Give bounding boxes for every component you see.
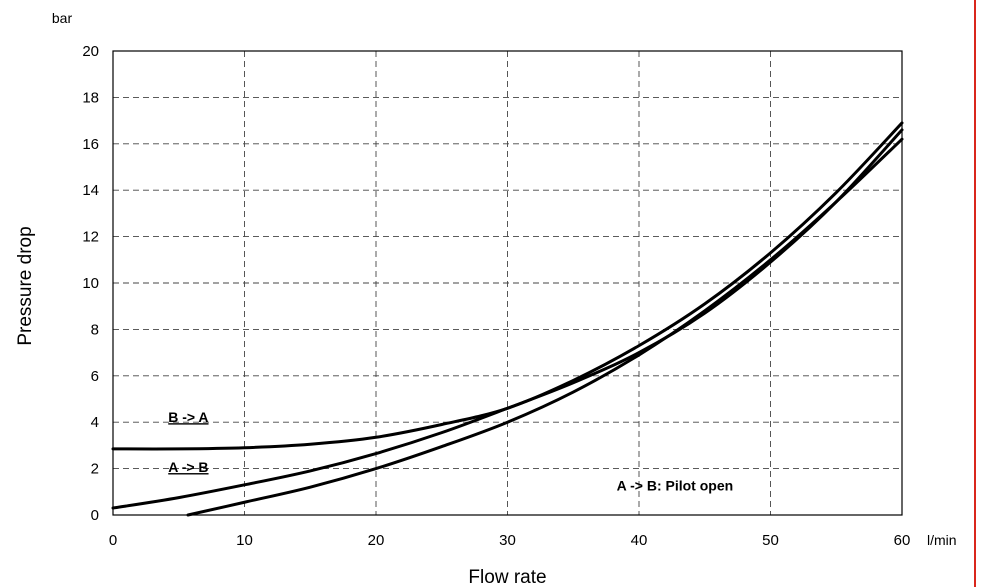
y-tick-label: 8 — [91, 321, 99, 338]
x-axis-ticks: 0 10 20 30 40 50 60 — [109, 532, 911, 549]
x-axis-title: Flow rate — [468, 567, 546, 587]
x-axis-unit: l/min — [927, 532, 957, 548]
grid — [113, 51, 902, 515]
x-tick-label: 30 — [499, 532, 516, 549]
series-annotation: A -> B — [168, 459, 208, 475]
right-border-line — [974, 0, 976, 587]
y-tick-label: 6 — [91, 368, 99, 385]
y-tick-label: 10 — [82, 275, 99, 292]
y-tick-label: 20 — [82, 43, 99, 60]
x-tick-label: 60 — [894, 532, 911, 549]
series-line — [186, 137, 904, 517]
x-tick-label: 20 — [368, 532, 385, 549]
series-annotation: A -> B: Pilot open — [617, 478, 734, 494]
x-tick-label: 0 — [109, 532, 117, 549]
y-tick-label: 14 — [82, 182, 99, 199]
y-tick-label: 12 — [82, 229, 99, 246]
x-tick-label: 40 — [631, 532, 648, 549]
x-tick-label: 50 — [762, 532, 779, 549]
y-tick-label: 2 — [91, 461, 99, 478]
annotations: B -> A A -> B A -> B: Pilot open — [168, 409, 733, 493]
plot-area-frame — [112, 50, 903, 516]
x-tick-label: 10 — [236, 532, 253, 549]
y-axis-ticks: 0 2 4 6 8 10 12 14 16 18 20 — [82, 43, 99, 524]
y-axis-title: Pressure drop — [15, 226, 36, 345]
y-tick-label: 4 — [91, 414, 99, 431]
y-tick-label: 0 — [91, 507, 99, 524]
y-axis-unit: bar — [52, 10, 73, 26]
series-annotation: B -> A — [168, 409, 208, 425]
series-line — [111, 128, 904, 510]
y-tick-label: 18 — [82, 89, 99, 106]
series-lines — [111, 121, 904, 517]
y-tick-label: 16 — [82, 136, 99, 153]
